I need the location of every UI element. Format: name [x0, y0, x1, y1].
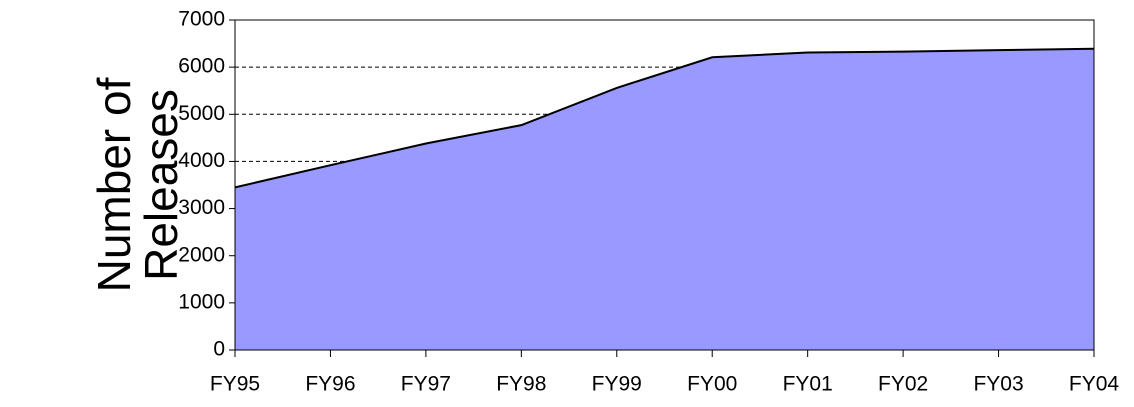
y-tick-label: 3000: [178, 196, 225, 219]
y-axis-label: Releases: [135, 89, 187, 281]
x-tick-label: FY96: [305, 373, 355, 396]
y-tick-label: 7000: [178, 8, 225, 31]
x-tick-label: FY95: [210, 373, 260, 396]
x-tick-label: FY00: [687, 373, 737, 396]
x-tick-label: FY04: [1069, 373, 1120, 396]
x-tick-label: FY02: [878, 373, 928, 396]
y-tick-label: 4000: [178, 149, 225, 172]
x-tick-label: FY98: [496, 373, 546, 396]
line: [234, 47, 1095, 189]
x-tick-label: FY01: [783, 373, 833, 396]
y-axis-label: Number of: [88, 77, 140, 292]
y-tick-label: 1000: [178, 290, 225, 313]
y-tick-label: 5000: [178, 102, 225, 125]
area: [235, 48, 1094, 350]
y-tick-label: 0: [213, 338, 225, 361]
x-tick-label: FY03: [973, 373, 1023, 396]
plot-border: [234, 19, 1095, 351]
x-tick-label: FY99: [592, 373, 642, 396]
y-tick-label: 6000: [178, 55, 225, 78]
x-tick-label: FY97: [401, 373, 451, 396]
y-tick-label: 2000: [178, 243, 225, 266]
